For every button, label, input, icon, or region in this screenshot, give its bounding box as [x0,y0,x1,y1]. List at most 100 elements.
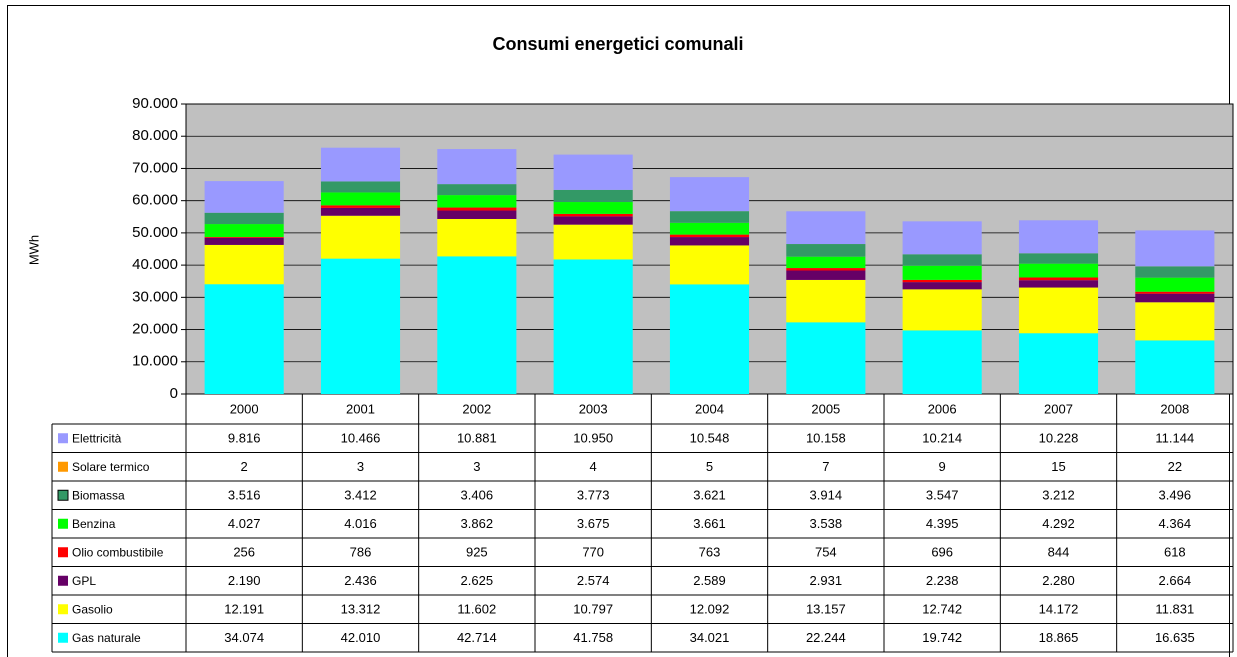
data-label: 14.172 [1039,602,1079,617]
bar-segment [1018,287,1099,334]
data-label: 4.292 [1042,516,1075,531]
bar-segment [553,154,633,190]
bar-segment [1135,293,1215,303]
bar-segment [786,268,866,271]
data-label: 2.589 [693,573,726,588]
data-label: 2 [241,459,248,474]
data-label: 696 [931,545,953,560]
x-tick-label: 2008 [1160,401,1189,416]
data-label: 2.625 [461,573,494,588]
bar-segment [437,149,517,185]
bar-segment [669,237,750,246]
bar-segment [786,211,866,245]
legend-label: Solare termico [72,460,150,474]
data-label: 2.280 [1042,573,1075,588]
data-label: 22.244 [806,630,846,645]
data-label: 3.773 [577,488,610,503]
data-label: 925 [466,545,488,560]
legend-swatch [58,632,68,643]
bar-segment [1018,280,1099,288]
data-label: 763 [699,545,721,560]
data-label: 2.664 [1159,573,1192,588]
data-label: 4.395 [926,516,959,531]
data-label: 11.144 [1155,431,1194,446]
data-label: 2.238 [926,573,959,588]
data-label: 2.436 [344,573,377,588]
data-label: 10.797 [573,602,613,617]
bar-segment [669,245,750,285]
data-label: 12.742 [922,602,962,617]
legend-label: GPL [72,574,96,588]
x-tick-label: 2003 [579,401,608,416]
data-label: 12.191 [224,602,264,617]
bar-segment [320,215,401,259]
legend-swatch [58,433,68,444]
legend-swatch [58,604,68,615]
data-label: 3.862 [461,516,494,531]
bar-segment [669,222,750,235]
bar-segment [204,212,284,225]
bar-segment [1135,277,1215,292]
data-label: 10.214 [922,431,962,446]
x-tick-label: 2007 [1044,401,1073,416]
bar-segment [553,213,633,217]
bar-segment [320,181,401,193]
bar-segment [320,207,401,216]
bar-segment [669,177,750,212]
bar-segment [437,218,517,257]
data-label: 10.228 [1039,431,1079,446]
bar-segment [553,202,633,214]
x-tick-label: 2000 [230,401,259,416]
x-tick-label: 2004 [695,401,724,416]
bar-segment [553,259,633,394]
bar-segment [786,256,866,269]
bar-segment [204,181,284,213]
bar-segment [1135,230,1215,267]
bar-segment [1018,253,1099,264]
data-label: 4.364 [1159,516,1192,531]
bar-segment [553,189,633,203]
y-tick-label: 50.000 [132,224,178,241]
bar-segment [902,254,982,266]
data-label: 754 [815,545,837,560]
bar-segment [320,192,401,206]
bar-segment [1135,266,1215,278]
data-label: 3.661 [693,516,726,531]
legend-swatch [58,575,68,586]
data-label: 10.881 [457,431,497,446]
bar-segment [437,184,517,196]
data-label: 9.816 [228,431,261,446]
bar-segment [902,265,982,280]
x-tick-label: 2001 [346,401,375,416]
legend-label: Gas naturale [72,631,141,645]
bar-segment [786,322,866,394]
data-label: 4 [590,459,597,474]
data-label: 10.158 [806,431,846,446]
data-label: 2.931 [810,573,843,588]
data-label: 3.496 [1159,488,1192,503]
data-label: 3.914 [810,488,843,503]
data-label: 256 [233,545,255,560]
data-label: 18.865 [1039,630,1079,645]
data-label: 10.466 [341,431,381,446]
data-label: 2.190 [228,573,261,588]
data-label: 34.074 [224,630,264,645]
bar-segment [437,207,517,211]
data-label: 3 [357,459,364,474]
data-label: 2.574 [577,573,610,588]
bar-segment [320,147,401,182]
data-label: 3.412 [344,488,377,503]
x-tick-label: 2002 [462,401,491,416]
y-tick-label: 30.000 [132,288,178,305]
data-label: 22 [1168,459,1182,474]
bar-segment [437,195,517,208]
data-label: 13.157 [806,602,846,617]
y-tick-label: 90.000 [132,95,178,112]
data-label: 41.758 [573,630,613,645]
bar-segment [1018,277,1099,281]
bar-segment [669,284,750,394]
bar-segment [1018,263,1099,278]
legend-swatch [57,489,69,501]
bar-segment [669,211,750,223]
